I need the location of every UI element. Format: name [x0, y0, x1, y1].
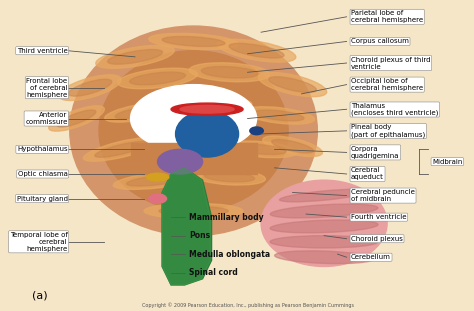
Text: Frontal lobe
of cerebral
hemisphere: Frontal lobe of cerebral hemisphere [26, 78, 67, 98]
Ellipse shape [272, 140, 313, 153]
Text: Copyright © 2009 Pearson Education, Inc., publishing as Pearson Benjamin Cumming: Copyright © 2009 Pearson Education, Inc.… [142, 302, 354, 308]
Text: Midbrain: Midbrain [432, 159, 463, 165]
Ellipse shape [159, 207, 228, 216]
Ellipse shape [236, 144, 286, 155]
Ellipse shape [171, 103, 243, 115]
Bar [130, 143, 256, 174]
Text: Third ventricle: Third ventricle [17, 48, 67, 54]
Ellipse shape [144, 203, 243, 219]
Ellipse shape [270, 236, 378, 248]
Text: Choroid plexus of third
ventricle: Choroid plexus of third ventricle [351, 57, 430, 70]
Ellipse shape [165, 138, 222, 148]
Ellipse shape [270, 220, 378, 233]
Text: Thalamus
(encloses third ventricle): Thalamus (encloses third ventricle) [351, 103, 438, 116]
Ellipse shape [99, 51, 288, 211]
Ellipse shape [189, 63, 270, 82]
Ellipse shape [149, 33, 238, 49]
Ellipse shape [96, 45, 174, 68]
Ellipse shape [129, 72, 185, 85]
Text: Hypothalamus: Hypothalamus [17, 146, 67, 152]
Text: Temporal lobe of
cerebral
hemisphere: Temporal lobe of cerebral hemisphere [9, 232, 67, 252]
Text: Cerebral
aqueduct: Cerebral aqueduct [351, 168, 384, 180]
Text: Occipital lobe of
cerebral hemisphere: Occipital lobe of cerebral hemisphere [351, 78, 423, 91]
Text: Fourth ventricle: Fourth ventricle [351, 214, 407, 220]
Polygon shape [162, 168, 211, 285]
Ellipse shape [57, 110, 96, 127]
Ellipse shape [162, 36, 225, 46]
Ellipse shape [157, 149, 202, 174]
Ellipse shape [59, 75, 121, 100]
Ellipse shape [70, 26, 317, 236]
Text: Medulla oblongata: Medulla oblongata [189, 250, 270, 259]
Ellipse shape [49, 106, 104, 131]
Text: Pons: Pons [189, 231, 210, 240]
Ellipse shape [225, 141, 297, 158]
Ellipse shape [108, 49, 163, 64]
Ellipse shape [204, 172, 255, 182]
Ellipse shape [201, 67, 258, 78]
Ellipse shape [217, 39, 296, 62]
Ellipse shape [270, 204, 378, 218]
Ellipse shape [274, 251, 374, 264]
Ellipse shape [148, 194, 166, 203]
Ellipse shape [153, 135, 234, 151]
Text: Pituitary gland: Pituitary gland [17, 196, 67, 202]
Text: Cerebellum: Cerebellum [351, 254, 391, 260]
Ellipse shape [263, 136, 322, 157]
Ellipse shape [280, 189, 369, 202]
Ellipse shape [250, 127, 264, 135]
Ellipse shape [269, 77, 317, 92]
Ellipse shape [146, 173, 169, 181]
Ellipse shape [130, 85, 256, 152]
Ellipse shape [175, 111, 238, 157]
Ellipse shape [118, 68, 198, 89]
Text: Cerebral peduncle
of midbrain: Cerebral peduncle of midbrain [351, 189, 415, 202]
Text: Choroid plexus: Choroid plexus [351, 236, 403, 242]
Ellipse shape [180, 105, 234, 113]
Text: Corpus callosum: Corpus callosum [351, 39, 409, 44]
Ellipse shape [83, 137, 160, 161]
Ellipse shape [254, 110, 304, 121]
Polygon shape [163, 168, 210, 285]
Ellipse shape [113, 171, 202, 189]
Ellipse shape [183, 101, 240, 111]
Text: Optic chiasma: Optic chiasma [18, 171, 67, 177]
Ellipse shape [229, 43, 284, 58]
Text: Parietal lobe of
cerebral hemisphere: Parietal lobe of cerebral hemisphere [351, 10, 423, 23]
Ellipse shape [261, 180, 387, 267]
Ellipse shape [171, 98, 252, 114]
Text: Spinal cord: Spinal cord [189, 268, 238, 277]
Ellipse shape [127, 174, 189, 186]
Ellipse shape [258, 72, 327, 97]
Text: Pineal body
(part of epithalamus): Pineal body (part of epithalamus) [351, 124, 425, 137]
Ellipse shape [194, 169, 265, 185]
Text: (a): (a) [32, 290, 47, 300]
Ellipse shape [244, 107, 315, 124]
Text: Anterior
commissure: Anterior commissure [25, 112, 67, 125]
Ellipse shape [115, 106, 164, 119]
Ellipse shape [105, 103, 174, 122]
Ellipse shape [95, 142, 148, 157]
Text: Mammillary body: Mammillary body [189, 213, 264, 222]
Text: Corpora
quadrigemina: Corpora quadrigemina [351, 146, 400, 159]
Ellipse shape [68, 79, 112, 96]
